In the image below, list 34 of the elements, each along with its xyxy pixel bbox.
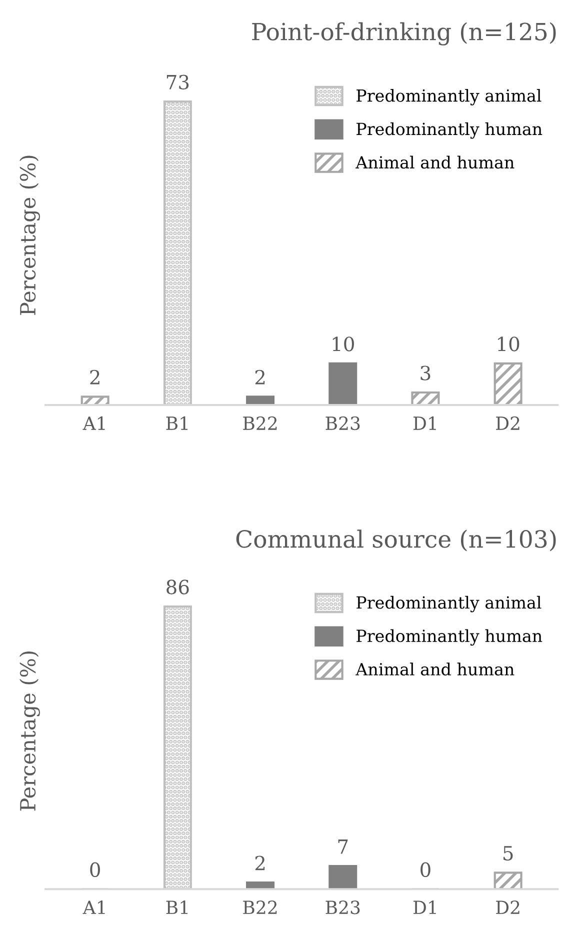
data-label: 10 bbox=[498, 336, 520, 352]
y-axis-title: Percentage (%) bbox=[20, 156, 40, 315]
x-tick-label: D2 bbox=[496, 416, 520, 430]
y-axis-title: Percentage (%) bbox=[20, 652, 40, 811]
x-tick-label: D1 bbox=[413, 416, 436, 430]
data-label: 2 bbox=[255, 370, 265, 384]
data-label: 2 bbox=[90, 370, 100, 384]
legend-label: Predominantly human bbox=[356, 122, 542, 139]
x-tick-label: A1 bbox=[82, 900, 105, 914]
data-label: 0 bbox=[90, 862, 100, 878]
data-label: 0 bbox=[420, 862, 430, 878]
x-tick-label: B22 bbox=[243, 900, 277, 914]
x-tick-label: B22 bbox=[243, 416, 277, 430]
data-label: 10 bbox=[332, 336, 354, 352]
x-tick-label: B23 bbox=[326, 416, 360, 430]
x-tick-label: D1 bbox=[413, 900, 436, 914]
x-tick-label: D2 bbox=[496, 900, 520, 914]
legend-label: Animal and human bbox=[356, 662, 514, 676]
data-label: 7 bbox=[338, 840, 348, 854]
legend-label: Animal and human bbox=[356, 156, 514, 169]
data-label: 73 bbox=[166, 74, 189, 90]
chart-title: Point-of-drinking (n=125) bbox=[252, 22, 556, 46]
data-label: 5 bbox=[504, 846, 513, 861]
legend-label: Predominantly animal bbox=[356, 596, 542, 612]
data-label: 3 bbox=[420, 366, 430, 380]
data-label: 86 bbox=[166, 580, 189, 594]
x-tick-label: A1 bbox=[82, 416, 105, 430]
x-tick-label: B1 bbox=[166, 900, 188, 914]
x-tick-label: B23 bbox=[326, 900, 360, 914]
chart-title: Communal source (n=103) bbox=[236, 530, 556, 552]
data-label: 2 bbox=[255, 856, 265, 870]
x-tick-label: B1 bbox=[166, 416, 188, 430]
legend-label: Predominantly animal bbox=[356, 88, 542, 106]
legend-label: Predominantly human bbox=[356, 629, 542, 646]
